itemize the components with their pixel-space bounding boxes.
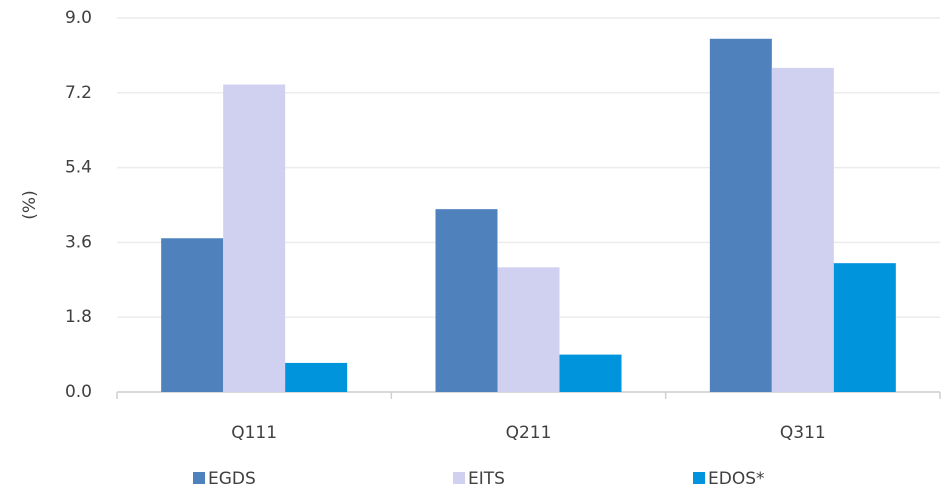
x-tick-label: Q211 <box>506 423 552 443</box>
bar <box>435 209 498 392</box>
y-tick-label: 0.0 <box>65 382 92 402</box>
bar <box>709 38 772 393</box>
legend-swatch <box>193 472 205 484</box>
x-tick-label: Q111 <box>231 423 277 443</box>
y-tick-label: 7.2 <box>65 83 92 103</box>
bar <box>223 84 286 392</box>
bar <box>497 267 560 392</box>
bar <box>559 354 622 392</box>
y-axis-label: (%) <box>20 190 40 219</box>
legend-swatch <box>453 472 465 484</box>
y-tick-label: 5.4 <box>65 158 92 178</box>
x-tick-label: Q311 <box>780 423 826 443</box>
y-tick-label: 9.0 <box>65 8 92 28</box>
y-tick-label: 1.8 <box>65 307 92 327</box>
bar <box>833 263 896 392</box>
bar <box>161 238 224 392</box>
bar <box>771 67 834 392</box>
legend-label: EGDS <box>208 469 256 489</box>
y-tick-label: 3.6 <box>65 232 92 252</box>
legend-label: EDOS* <box>708 469 765 489</box>
bar <box>285 362 348 392</box>
legend-swatch <box>693 472 705 484</box>
legend-label: EITS <box>468 469 505 489</box>
